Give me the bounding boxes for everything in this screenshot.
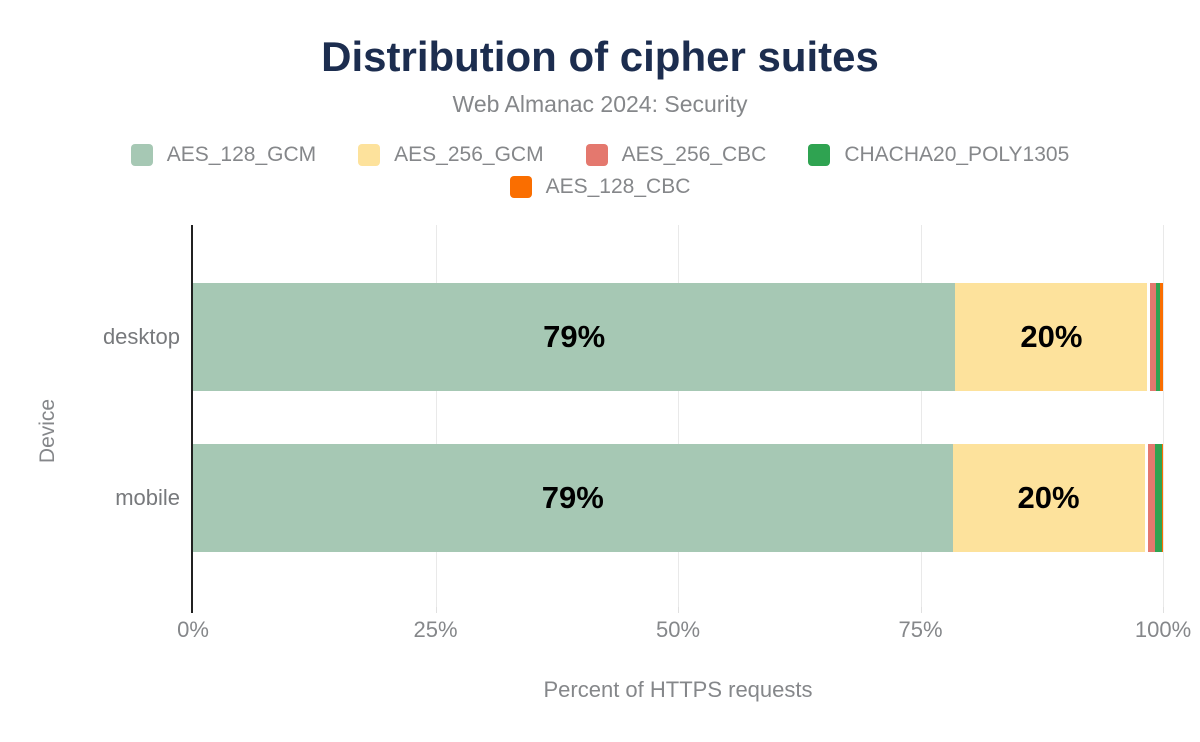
bar-segment-AES_128_CBC-mobile[interactable] bbox=[1161, 444, 1163, 552]
legend-row-2: AES_128_CBC bbox=[0, 175, 1200, 199]
legend-swatch-icon bbox=[585, 144, 608, 166]
bar-segment-AES_256_GCM-desktop[interactable]: 20% bbox=[955, 283, 1148, 391]
legend-label: AES_256_CBC bbox=[621, 143, 767, 166]
category-label-desktop: desktop bbox=[102, 324, 180, 349]
x-tick-label-75%: 75% bbox=[898, 617, 943, 642]
x-tick-label-50%: 50% bbox=[655, 617, 701, 642]
legend-item-AES_256_CBC: AES_256_CBC bbox=[585, 143, 767, 167]
bar-segment-AES_256_CBC-desktop[interactable] bbox=[1147, 283, 1157, 391]
gridline-50% bbox=[678, 225, 679, 607]
legend-swatch-icon bbox=[808, 144, 831, 166]
legend-swatch-icon bbox=[130, 144, 153, 166]
bar-value-label: 20% bbox=[1020, 319, 1083, 354]
gridline-25% bbox=[435, 225, 437, 607]
legend-item-CHACHA20_POLY1305: CHACHA20_POLY1305 bbox=[808, 143, 1069, 167]
bar-segment-AES_256_CBC-mobile[interactable] bbox=[1144, 444, 1156, 552]
legend-swatch-icon bbox=[509, 176, 532, 198]
legend-swatch-icon bbox=[358, 144, 381, 166]
legend-item-AES_128_GCM: AES_128_GCM bbox=[130, 143, 317, 167]
bar-segment-AES_128_CBC-desktop[interactable] bbox=[1160, 283, 1163, 391]
x-tick-label-25%: 25% bbox=[413, 617, 458, 642]
bar-row-desktop: 79% 20% bbox=[193, 283, 1163, 391]
legend-label: AES_256_GCM bbox=[394, 143, 544, 166]
legend-label: AES_128_CBC bbox=[545, 175, 691, 198]
gridline-100% bbox=[1163, 225, 1164, 607]
bar-segment-AES_128_GCM-desktop[interactable]: 79% bbox=[193, 283, 956, 391]
bar-segment-CHACHA20_POLY1305-desktop[interactable] bbox=[1156, 283, 1161, 391]
legend-item-AES_128_CBC: AES_128_CBC bbox=[509, 175, 691, 199]
x-tick-label-100%: 100% bbox=[1134, 617, 1192, 642]
x-axis-title: Percent of HTTPS requests bbox=[543, 677, 813, 702]
y-axis-line bbox=[191, 225, 193, 613]
bar-segment-AES_128_GCM-mobile[interactable]: 79% bbox=[193, 444, 953, 552]
bar-value-label: 79% bbox=[541, 480, 604, 515]
bar-segment-AES_256_GCM-mobile[interactable]: 20% bbox=[952, 444, 1145, 552]
plot-area: 79% 20% 79% 20% bbox=[191, 225, 1164, 613]
gridline-75% bbox=[920, 225, 922, 607]
bar-value-label: 20% bbox=[1017, 480, 1080, 515]
y-axis-title: Device bbox=[36, 398, 59, 464]
legend-item-AES_256_GCM: AES_256_GCM bbox=[358, 143, 544, 167]
x-axis-tick-labels: 0% 25% 50% 75% 100% bbox=[177, 617, 1191, 647]
legend-label: AES_128_GCM bbox=[166, 143, 317, 166]
legend-row-1: AES_128_GCM AES_256_GCM AES_256_CBC CHACHA2… bbox=[0, 143, 1200, 167]
legend-label: CHACHA20_POLY1305 bbox=[844, 143, 1070, 166]
tick-mark-50% bbox=[678, 607, 679, 613]
bar-value-label: 79% bbox=[543, 319, 606, 354]
bar-row-mobile: 79% 20% bbox=[193, 444, 1163, 552]
x-tick-label-0%: 0% bbox=[177, 617, 209, 642]
legend: AES_128_GCM AES_256_GCM AES_256_CBC CHACHA2… bbox=[0, 143, 1200, 207]
bar-segment-CHACHA20_POLY1305-mobile[interactable] bbox=[1155, 444, 1162, 552]
chart-subtitle: Web Almanac 2024: Security bbox=[452, 91, 748, 117]
tick-mark-100% bbox=[1163, 607, 1164, 613]
tick-mark-75% bbox=[920, 607, 922, 613]
category-label-mobile: mobile bbox=[115, 485, 180, 510]
tick-mark-25% bbox=[435, 607, 437, 613]
chart-title: Distribution of cipher suites bbox=[321, 33, 879, 80]
